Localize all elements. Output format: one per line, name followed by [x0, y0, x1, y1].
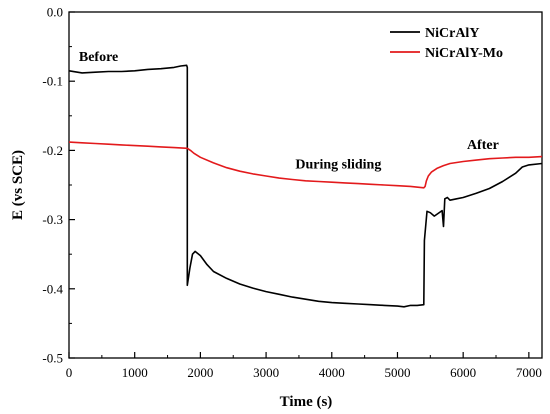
- x-tick-label: 6000: [450, 365, 476, 380]
- x-tick-label: 7000: [516, 365, 542, 380]
- y-tick-label: 0.0: [47, 5, 63, 20]
- legend: NiCrAlY NiCrAlY-Mo: [390, 26, 503, 61]
- annotation-label: During sliding: [295, 157, 381, 172]
- y-tick-label: -0.4: [42, 281, 63, 296]
- annotation-label: Before: [79, 50, 118, 65]
- x-tick-label: 0: [66, 365, 73, 380]
- tick-labels: 0 1000 2000 3000 4000 5000 6000 7000 0.0 -0.1 -0.2…: [42, 5, 541, 381]
- y-tick-label: -0.2: [42, 143, 63, 158]
- x-tick-label: 5000: [384, 365, 410, 380]
- x-tick-label: 4000: [319, 365, 345, 380]
- axis-ticks: [68, 11, 530, 359]
- y-axis-title: E (vs SCE): [10, 150, 26, 220]
- y-tick-label: -0.1: [42, 74, 63, 89]
- annotations: Before During sliding After: [79, 50, 499, 172]
- x-tick-label: 2000: [187, 365, 213, 380]
- y-tick-label: -0.5: [42, 351, 63, 366]
- x-tick-label: 3000: [253, 365, 279, 380]
- plot-frame: [68, 11, 543, 359]
- x-axis-title: Time (s): [280, 394, 333, 410]
- series-line-nicraly-mo: [68, 141, 543, 189]
- series-layer: [68, 64, 543, 308]
- series-line-nicraly: [68, 64, 543, 308]
- x-tick-label: 1000: [122, 365, 148, 380]
- legend-label-nicraly-mo: NiCrAlY-Mo: [425, 46, 503, 61]
- legend-label-nicraly: NiCrAlY: [425, 26, 479, 41]
- y-tick-label: -0.3: [42, 212, 63, 227]
- annotation-label: After: [467, 138, 499, 153]
